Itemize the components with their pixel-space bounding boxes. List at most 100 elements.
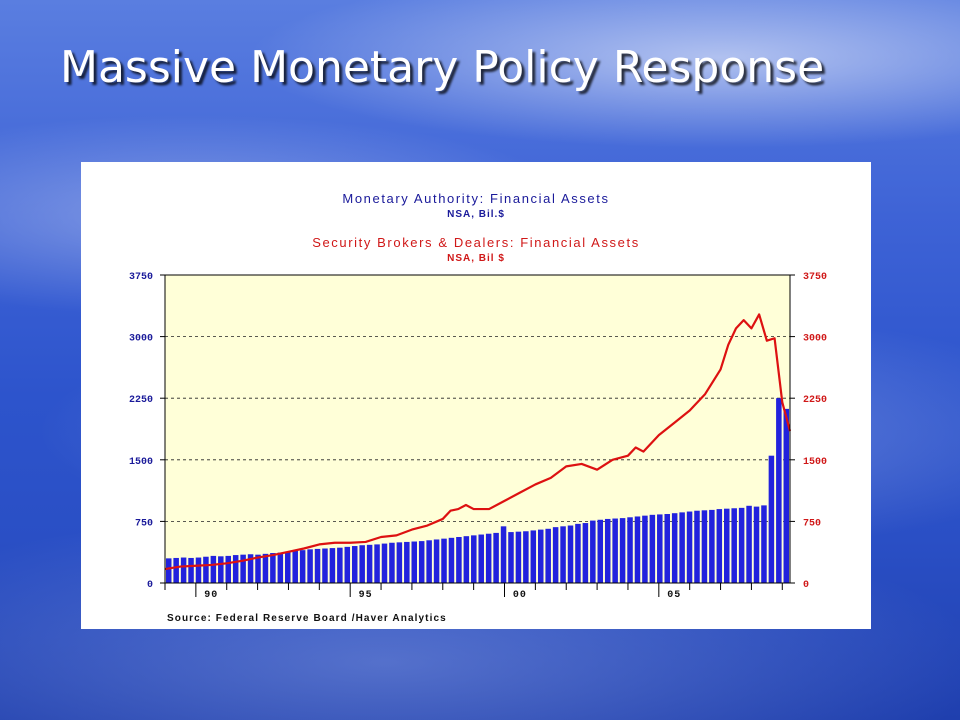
bar [456,537,462,583]
bar [441,538,447,583]
x-tick-label: 95 [359,590,373,601]
bar [627,517,633,583]
chart-subtitle-2: NSA, Bil $ [447,253,505,264]
bar [738,507,745,583]
bar [545,528,551,583]
bar [232,555,239,583]
bar [314,548,321,583]
bar [582,523,589,583]
y-tick-label-left: 3000 [129,334,153,345]
bar [619,518,626,583]
bar [716,509,723,583]
chart-panel: Monetary Authority: Financial Assets NSA… [81,162,871,629]
bar [173,557,179,583]
bar [724,508,730,583]
chart-svg: Monetary Authority: Financial Assets NSA… [129,191,827,624]
chart-title-2: Security Brokers & Dealers: Financial As… [312,235,640,250]
bar [649,514,656,583]
bar [433,539,440,583]
y-tick-label-right: 1500 [803,457,827,468]
bar [448,537,455,583]
bar [188,557,194,583]
bar [292,550,298,583]
bar [500,526,507,583]
bar [418,541,425,583]
bar [389,542,395,583]
chart-source: Source: Federal Reserve Board /Haver Ana… [167,613,447,624]
y-tick-label-left: 0 [147,580,153,591]
bar [783,408,790,583]
bar [322,548,328,583]
bar [768,455,775,583]
bar [344,546,351,583]
bar [746,505,752,583]
bar-series [165,398,790,583]
bar [359,545,365,583]
line-series-path [164,313,792,571]
bar [374,544,380,583]
y-tick-label-right: 3000 [803,334,827,345]
plot-frame [164,274,791,584]
bar [530,530,537,583]
bar [381,543,388,583]
bar [329,548,336,583]
bar [404,541,410,583]
bar [299,550,306,583]
bar [686,511,693,583]
y-tick-label-left: 750 [135,518,153,529]
bar [478,534,484,583]
bar [612,518,618,583]
bar [552,527,559,583]
bar [523,531,529,583]
y-tick-label-left: 2250 [129,395,153,406]
bar [247,554,254,583]
bar [671,513,678,583]
bar [515,531,522,583]
bar [634,516,641,583]
bar [337,547,343,583]
bar [307,549,313,583]
bar [210,555,217,583]
bar [575,523,581,583]
bar [753,506,760,583]
y-tick-label-left: 3750 [129,272,153,283]
plot-area [165,275,790,583]
bar [351,546,358,583]
bar [657,514,663,583]
grid-lines [165,336,790,522]
bar [604,518,611,583]
bar [180,557,187,583]
bar [694,510,700,583]
bar [776,398,782,583]
bar [463,536,470,583]
y-tick-label-left: 1500 [129,457,153,468]
bar [203,556,209,583]
bar [262,553,269,583]
bar [471,535,477,583]
chart-title: Monetary Authority: Financial Assets [342,191,609,206]
bar [426,540,432,583]
y-tick-label-right: 3750 [803,272,827,283]
slide-title: Massive Monetary Policy Response [60,42,825,93]
bar [590,520,596,583]
x-tick-label: 05 [667,590,681,601]
bar [679,512,685,583]
bar [396,542,403,583]
bar [731,508,737,583]
bar [597,519,604,583]
bar [366,544,373,583]
bar [701,510,708,583]
bar [165,558,172,583]
bar [411,541,418,583]
bar [277,552,284,583]
bar [761,505,767,583]
y-tick-label-right: 2250 [803,395,827,406]
y-tick-label-right: 0 [803,580,809,591]
bar [195,557,202,583]
bar [493,532,499,583]
bar [567,525,574,583]
bar [709,509,715,583]
bar [537,529,544,583]
x-tick-label: 90 [204,590,218,601]
